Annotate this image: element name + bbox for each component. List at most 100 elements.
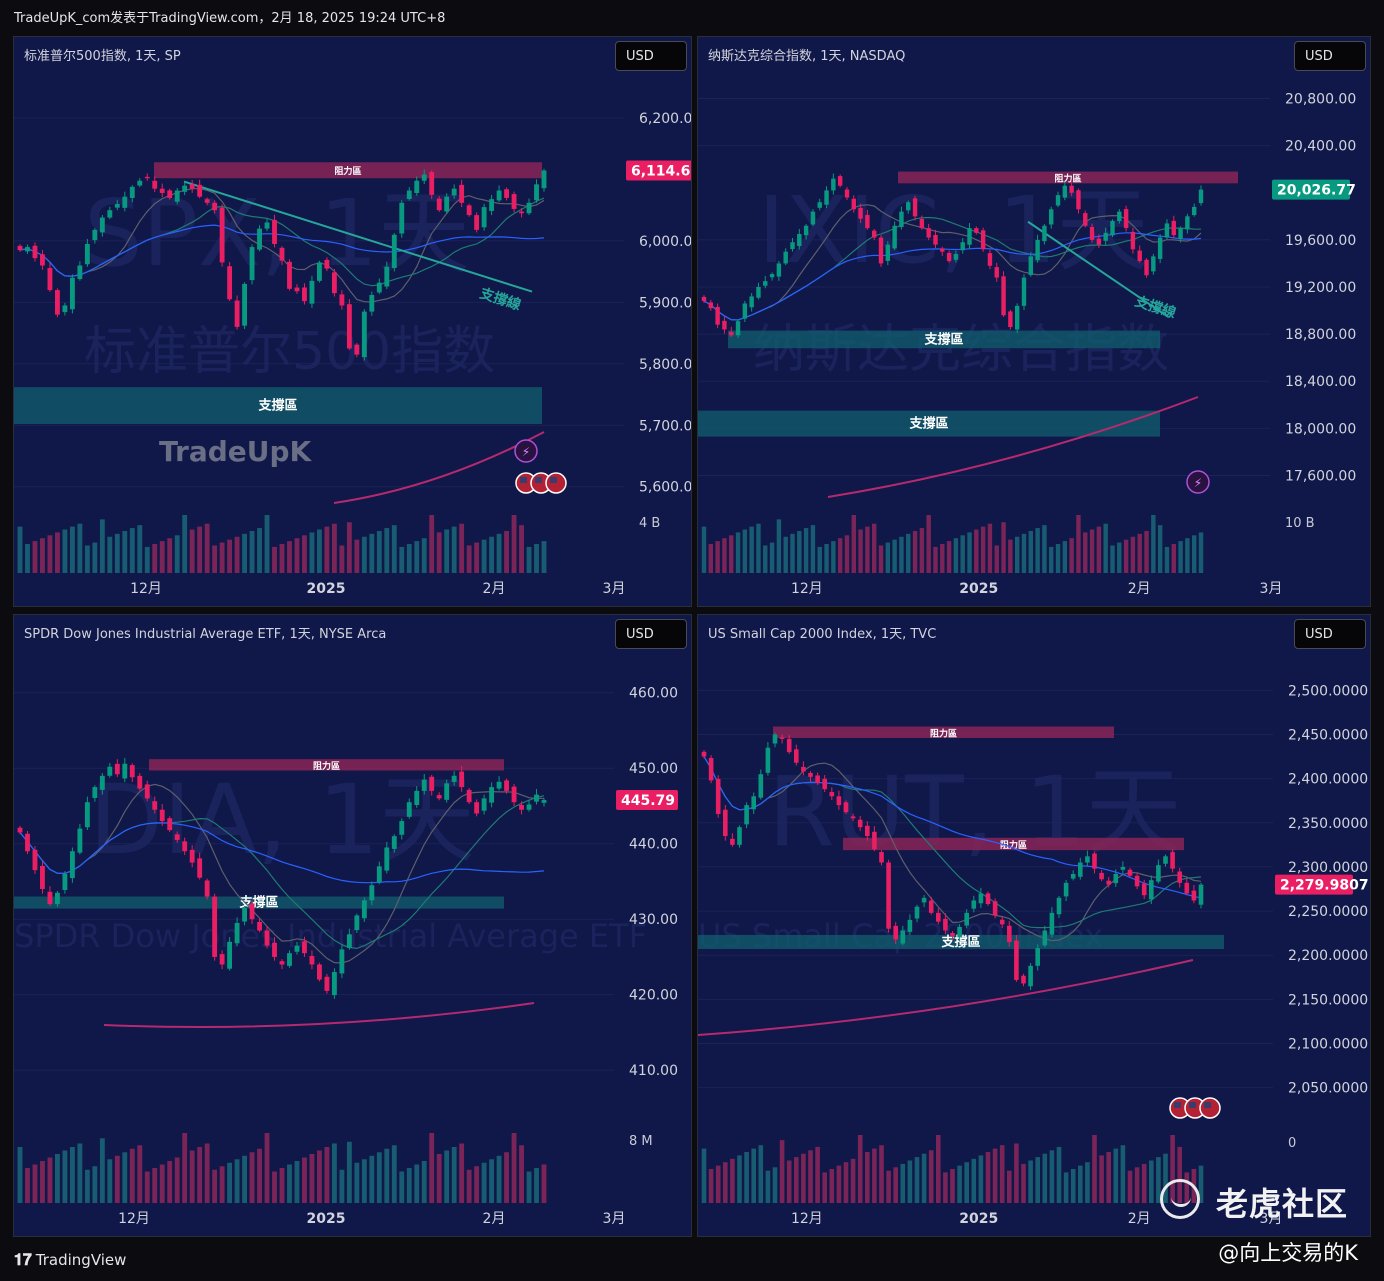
tradingview-logo[interactable]: 𝟏𝟕 TradingView <box>14 1250 126 1270</box>
candle <box>25 833 30 852</box>
volume-bar <box>69 1147 75 1203</box>
candle <box>1008 311 1013 328</box>
volume-bar <box>167 1161 173 1203</box>
volume-bar <box>32 541 38 573</box>
volume-bar <box>857 1135 863 1203</box>
volume-bar <box>197 1147 203 1203</box>
candle <box>361 900 367 919</box>
candle <box>152 180 158 189</box>
spx-currency-button[interactable]: USD <box>615 41 687 71</box>
tradingview-logo-icon: 𝟏𝟕 <box>14 1250 32 1269</box>
volume-bar <box>54 532 60 573</box>
volume-bar <box>999 1145 1005 1203</box>
dia-currency-button[interactable]: USD <box>615 619 687 649</box>
volume-bar <box>459 1143 465 1203</box>
lightning-icon <box>1186 470 1210 494</box>
volume-bar <box>257 1148 262 1203</box>
volume-bar <box>316 1150 322 1203</box>
candle <box>758 774 764 798</box>
volume-bar <box>47 535 53 573</box>
volume-bar <box>1092 1135 1097 1203</box>
candle <box>960 242 965 251</box>
candle <box>742 303 748 319</box>
volume-bar <box>459 523 465 573</box>
rut-chart-svg: RUT, 1天US Small Cap 2000 Index阻力區阻力區支撐區0… <box>698 683 1369 1227</box>
dia-volume <box>17 1133 547 1203</box>
candle <box>953 254 959 260</box>
x-tick-label: 2025 <box>307 1211 346 1227</box>
volume-bar <box>287 1164 292 1203</box>
rut-last-price-badge <box>1275 874 1353 895</box>
x-tick-label: 12月 <box>118 1211 150 1227</box>
y-tick-label: 2,450.0000 <box>1288 727 1368 743</box>
volume-bar <box>346 522 352 573</box>
y-tick-label: 5,800.00 <box>639 357 692 373</box>
candle <box>361 311 367 358</box>
rut-currency-button[interactable]: USD <box>1294 619 1366 649</box>
volume-bar <box>159 541 165 573</box>
candle <box>899 211 904 228</box>
candle <box>850 816 856 819</box>
candle <box>459 184 465 203</box>
candle <box>174 190 180 202</box>
volume-bar <box>1170 1135 1175 1203</box>
candle <box>1151 256 1156 272</box>
volume-bar <box>144 1171 150 1203</box>
volume-bar <box>1035 1157 1041 1203</box>
volume-bar <box>1106 1152 1112 1203</box>
candle <box>871 230 877 238</box>
rut-last-price-text: 2,279.9807 <box>1280 878 1369 894</box>
y-tick-label: 440.00 <box>629 837 678 853</box>
candle <box>197 184 203 197</box>
candle <box>1014 940 1019 980</box>
volume-bar <box>152 1168 158 1203</box>
candle <box>257 228 262 250</box>
volume-bar <box>376 1152 382 1203</box>
volume-bar <box>772 1167 778 1203</box>
candle <box>749 296 754 308</box>
volume-bar <box>511 1133 517 1203</box>
volume-bar <box>369 1155 375 1203</box>
us-flag-canton <box>1174 1102 1181 1108</box>
volume-bar <box>872 1148 877 1203</box>
volume-bar <box>1008 539 1013 573</box>
x-tick-label: 2025 <box>959 1211 998 1227</box>
dia-chart-panel[interactable]: SPDR Dow Jones Industrial Average ETF, 1… <box>13 614 692 1237</box>
candle <box>376 282 382 293</box>
volume-bar <box>84 1169 90 1203</box>
ixic-zone-2 <box>698 410 1160 437</box>
volume-bar <box>122 530 128 573</box>
rut-chart-panel[interactable]: US Small Cap 2000 Index, 1天, TVC USD RUT… <box>697 614 1371 1237</box>
candle <box>790 242 795 250</box>
volume-bar <box>421 1161 427 1203</box>
spx-chart-title: 标准普尔500指数, 1天, SP <box>24 49 181 64</box>
candle <box>429 776 435 791</box>
candle <box>1042 930 1048 946</box>
candle <box>994 267 999 278</box>
candle <box>47 891 53 905</box>
candle <box>722 320 727 330</box>
candle <box>708 302 714 309</box>
candle <box>971 900 977 909</box>
candle <box>1171 220 1176 236</box>
candle <box>429 172 435 195</box>
volume-bar <box>227 539 233 573</box>
volume-bar <box>950 1169 955 1203</box>
volume-bar <box>182 515 188 573</box>
spx-trendline <box>183 180 533 293</box>
candle <box>1006 925 1012 942</box>
spx-chart-panel[interactable]: 标准普尔500指数, 1天, SP USD SPX, 1天 标准普尔500指数 Tr… <box>13 36 692 607</box>
ixic-currency-button[interactable]: USD <box>1294 41 1366 71</box>
volume-bar <box>189 1150 195 1203</box>
volume-bar <box>144 546 150 573</box>
candle <box>1042 225 1047 242</box>
spx-last-price-badge <box>626 160 691 181</box>
candle <box>32 849 38 871</box>
candle <box>99 217 105 233</box>
ixic-chart-panel[interactable]: 纳斯达克综合指数, 1天, NASDAQ USD IXIC, 1天 纳斯达克综合指… <box>697 36 1371 607</box>
volume-bar <box>391 525 397 573</box>
candle <box>708 757 714 781</box>
candle <box>444 196 450 212</box>
volume-bar <box>1070 1169 1076 1203</box>
candle <box>1063 882 1069 897</box>
